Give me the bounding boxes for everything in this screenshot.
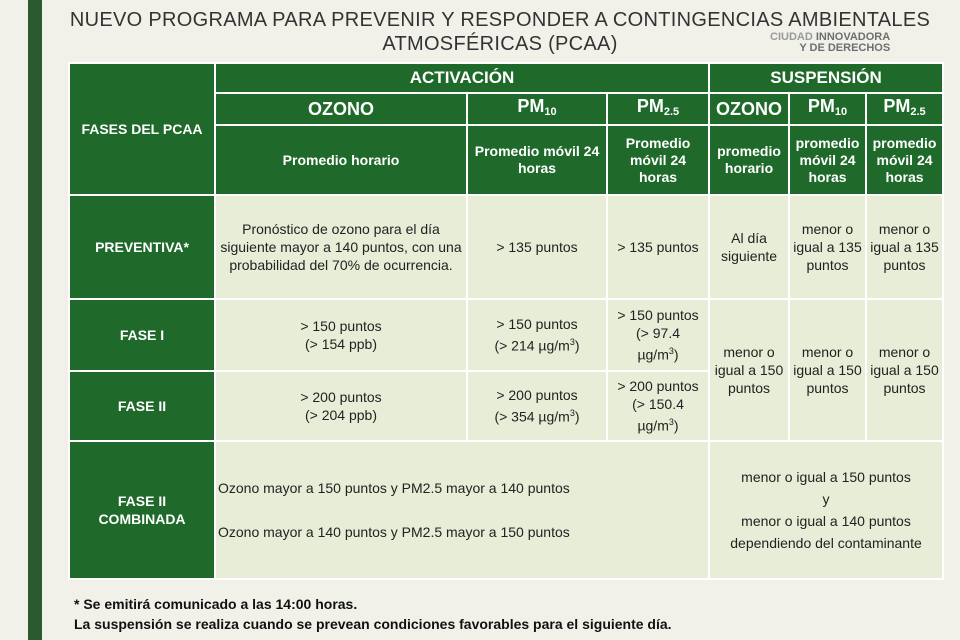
city-logo: CIUDAD INNOVADORA Y DE DERECHOS [770,32,890,54]
phase-fase-2: FASE II [68,370,216,442]
title-line-2: ATMOSFÉRICAS (PCAA) [382,33,618,55]
left-accent-bar [28,0,42,640]
logo-text-b: INNOVADORA [815,31,891,43]
fases-sus-pm10: menor o igual a 150 puntos [788,298,868,442]
phase-fase-1: FASE I [68,298,216,372]
metric-sus-ozono: promedio horario [708,124,791,196]
header-activation: ACTIVACIÓN [213,62,711,94]
preventiva-act-pm25: > 135 puntos [605,194,711,300]
preventiva-act-ozono: Pronóstico de ozono para el día siguient… [214,194,468,300]
header-act-ozono: OZONO [214,92,468,126]
corner-header-phases: FASES DEL PCAA [68,62,216,196]
metric-sus-pm10: promedio móvil 24 horas [788,124,868,196]
combinada-suspension: menor o igual a 150 puntos y menor o igu… [708,440,945,580]
fase2-act-pm10: > 200 puntos (> 354 µg/m3) [466,370,608,442]
header-sus-pm10: PM10 [788,92,868,126]
fases-sus-pm25: menor o igual a 150 puntos [865,298,945,442]
metric-act-pm25: Promedio móvil 24 horas [605,124,711,196]
preventiva-act-pm10: > 135 puntos [466,194,608,300]
header-suspension: SUSPENSIÓN [708,62,945,94]
logo-text-c: Y DE DERECHOS [799,42,891,54]
footnote-1: * Se emitirá comunicado a las 14:00 hora… [74,596,358,612]
footnote-2: La suspensión se realiza cuando se preve… [74,616,672,632]
preventiva-sus-pm10: menor o igual a 135 puntos [788,194,868,300]
fase2-act-pm25: > 200 puntos (> 150.4 µg/m3) [605,370,711,442]
fase2-act-ozono: > 200 puntos (> 204 ppb) [214,370,468,442]
combinada-act-line-2: Ozono mayor a 140 puntos y PM2.5 mayor a… [218,524,570,540]
phase-preventiva: PREVENTIVA* [68,194,216,300]
fases-sus-ozono: menor o igual a 150 puntos [708,298,791,442]
header-act-pm10: PM10 [466,92,608,126]
preventiva-sus-ozono: Al día siguiente [708,194,791,300]
pcaa-table: FASES DEL PCAA ACTIVACIÓN SUSPENSIÓN OZO… [68,62,945,580]
phase-fase-2-combinada: FASE II COMBINADA [68,440,216,580]
fase1-act-pm25: > 150 puntos (> 97.4 µg/m3) [605,298,711,372]
combinada-act-line-1: Ozono mayor a 150 puntos y PM2.5 mayor a… [218,480,570,496]
metric-act-pm10: Promedio móvil 24 horas [466,124,608,196]
logo-text-a: CIUDAD [770,31,816,43]
header-sus-pm25: PM2.5 [865,92,945,126]
fase1-act-ozono: > 150 puntos (> 154 ppb) [214,298,468,372]
metric-sus-pm25: promedio móvil 24 horas [865,124,945,196]
page-title: NUEVO PROGRAMA PARA PREVENIR Y RESPONDER… [60,8,940,56]
metric-act-ozono: Promedio horario [214,124,468,196]
header-act-pm25: PM2.5 [605,92,711,126]
title-line-1: NUEVO PROGRAMA PARA PREVENIR Y RESPONDER… [69,9,931,31]
header-sus-ozono: OZONO [708,92,791,126]
footnotes: * Se emitirá comunicado a las 14:00 hora… [74,594,672,634]
preventiva-sus-pm25: menor o igual a 135 puntos [865,194,945,300]
combinada-activation: Ozono mayor a 150 puntos y PM2.5 mayor a… [213,440,711,580]
fase1-act-pm10: > 150 puntos (> 214 µg/m3) [466,298,608,372]
